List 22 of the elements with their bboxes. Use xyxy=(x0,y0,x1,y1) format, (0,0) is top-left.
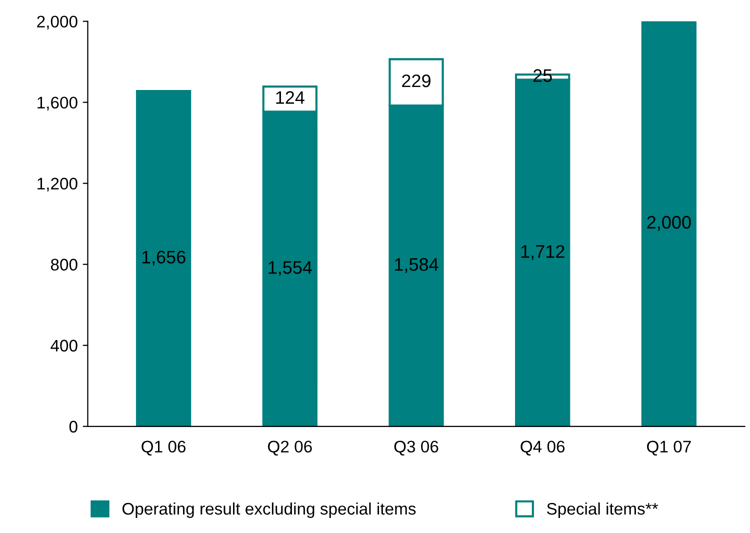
x-tick-label: Q1 06 xyxy=(142,440,186,456)
y-tick-label: 1,600 xyxy=(38,96,78,111)
legend-label: Special items** xyxy=(547,502,658,518)
y-tick-label: 400 xyxy=(50,340,78,352)
data-label: 2,000 xyxy=(647,216,691,231)
data-label: 1,656 xyxy=(142,250,186,266)
data-label: 229 xyxy=(402,74,430,88)
data-label: 1,584 xyxy=(395,258,438,273)
y-tick-label: 800 xyxy=(50,258,78,271)
y-tick-label: 2,000 xyxy=(37,16,78,30)
data-label: 1,712 xyxy=(521,245,564,260)
legend-label: Operating result excluding special items xyxy=(122,502,416,518)
x-tick-label: Q4 06 xyxy=(520,440,565,456)
data-label: 1,554 xyxy=(268,261,312,276)
bar xyxy=(136,90,192,426)
y-tick-label: 1,200 xyxy=(38,178,78,192)
bar xyxy=(641,21,697,426)
x-tick-label: Q2 06 xyxy=(268,440,312,456)
x-tick-label: Q1 07 xyxy=(647,440,691,456)
x-tick-label: Q3 06 xyxy=(394,440,438,456)
y-tick-label: 0 xyxy=(69,420,78,433)
data-label: 124 xyxy=(276,91,304,104)
